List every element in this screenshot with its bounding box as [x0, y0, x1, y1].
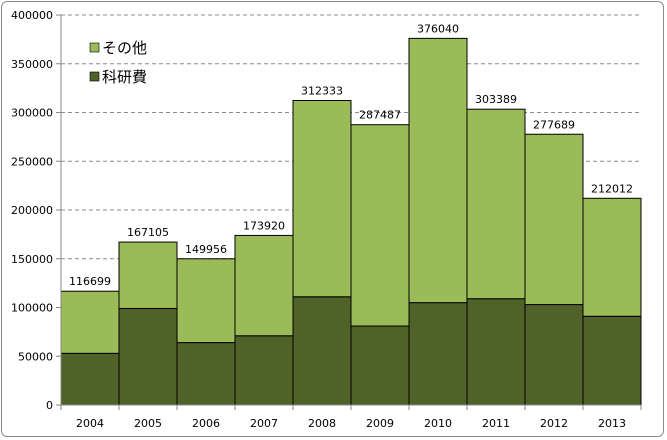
x-tick-label: 2010: [424, 417, 452, 430]
bar-segment-kakenhi: [466, 298, 526, 406]
bar-segment-other: [582, 197, 642, 317]
bar-segment-kakenhi: [524, 304, 584, 406]
y-tick-label: 100000: [11, 302, 53, 315]
y-tick-label: 0: [46, 399, 53, 412]
bar-total-label: 116699: [69, 275, 111, 288]
bar-total-label: 376040: [417, 22, 459, 35]
bar-total-labels: 116699 167105 149956 173920 312333 287487 3760…: [69, 22, 633, 288]
bar-segment-other: [350, 124, 410, 327]
bar-segment-kakenhi: [234, 335, 294, 406]
bar-segment-kakenhi: [350, 325, 410, 406]
y-axis-ticks: 0 50000 100000 150000 200000 250000 300000 3500…: [11, 9, 61, 412]
bar-segment-other: [466, 108, 526, 300]
x-tick-label: 2011: [482, 417, 510, 430]
bar-segment-other: [234, 234, 294, 337]
bar-segment-other: [292, 99, 352, 298]
x-axis-ticks: 2004 2005 2006 2007 2008 2009 2010 2011 2012 2013: [60, 405, 642, 430]
legend-label-kakenhi: 科研費: [102, 68, 147, 86]
x-tick-label: 2008: [308, 417, 336, 430]
y-tick-label: 300000: [11, 107, 53, 120]
x-tick-label: 2007: [250, 417, 278, 430]
bar-segment-kakenhi: [408, 302, 468, 406]
y-tick-label: 150000: [11, 253, 53, 266]
bar-segment-other: [176, 258, 236, 344]
bar-total-label: 312333: [301, 84, 343, 97]
bar-segment-kakenhi: [60, 352, 120, 406]
y-tick-label: 250000: [11, 155, 53, 168]
bar-segment-other: [118, 241, 178, 309]
bar-total-label: 212012: [591, 182, 633, 195]
bar-total-label: 287487: [359, 109, 401, 122]
axes: [60, 15, 641, 406]
bar-total-label: 303389: [475, 93, 517, 106]
bar-total-label: 149956: [185, 243, 227, 256]
bar-segment-other: [524, 133, 584, 306]
bar-segment-kakenhi: [118, 307, 178, 406]
legend: その他 科研費: [89, 39, 147, 86]
bar-segment-kakenhi: [176, 342, 236, 406]
legend-swatch-other: [89, 42, 100, 53]
y-tick-label: 200000: [11, 204, 53, 217]
x-tick-label: 2012: [540, 417, 568, 430]
bar-segment-other: [408, 37, 468, 304]
bar-segment-other: [60, 290, 120, 354]
x-tick-label: 2013: [598, 417, 626, 430]
x-tick-label: 2004: [76, 417, 104, 430]
bar-segment-kakenhi: [292, 296, 352, 406]
y-tick-label: 400000: [11, 9, 53, 22]
x-tick-label: 2009: [366, 417, 394, 430]
bar-total-label: 277689: [533, 118, 575, 131]
legend-swatch-kakenhi: [89, 71, 100, 82]
x-tick-label: 2005: [134, 417, 162, 430]
bar-total-label: 167105: [127, 226, 169, 239]
bars: [60, 37, 642, 406]
y-tick-label: 350000: [11, 58, 53, 71]
bar-total-label: 173920: [243, 219, 285, 232]
legend-label-other: その他: [102, 39, 147, 57]
y-tick-label: 50000: [18, 350, 53, 363]
x-tick-label: 2006: [192, 417, 220, 430]
bar-segment-kakenhi: [582, 315, 642, 406]
